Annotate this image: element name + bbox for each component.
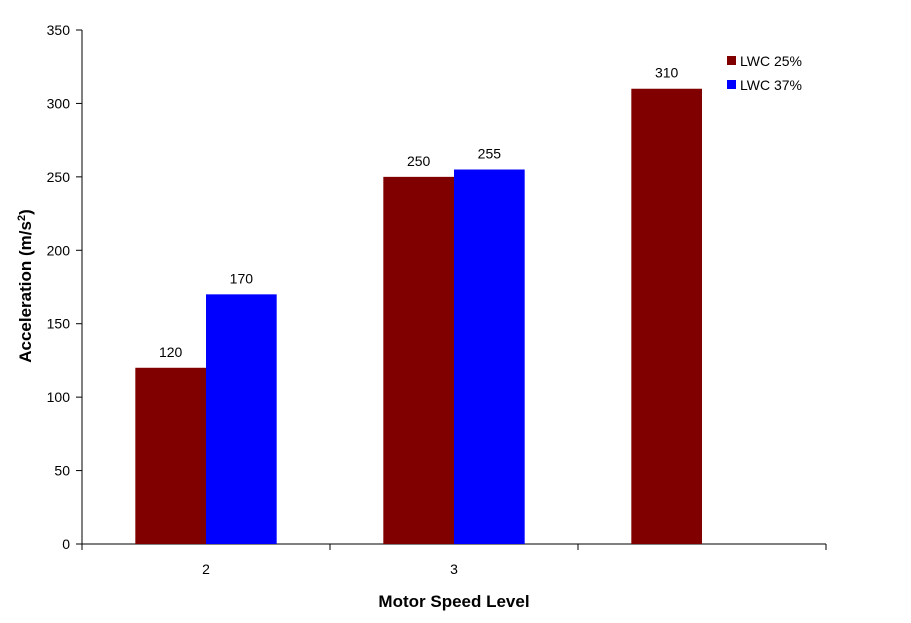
data-label: 250 <box>407 153 431 169</box>
legend: LWC 25% LWC 37% <box>727 53 802 93</box>
data-label: 170 <box>230 270 254 286</box>
y-tick-label: 250 <box>47 169 71 185</box>
legend-swatch <box>727 80 736 89</box>
y-tick-label: 100 <box>47 389 71 405</box>
y-tick-label: 300 <box>47 95 71 111</box>
y-tick-label: 350 <box>47 22 71 38</box>
data-label: 120 <box>159 344 183 360</box>
bar <box>454 169 525 544</box>
data-label: 310 <box>655 65 679 81</box>
data-labels: 120 250 310 170 255 <box>159 65 679 360</box>
bar <box>135 367 206 544</box>
legend-entry: LWC 25% <box>740 53 802 69</box>
x-tick-label: 3 <box>450 561 458 577</box>
y-tick-label: 150 <box>47 316 71 332</box>
y-tick-label: 50 <box>54 463 70 479</box>
y-axis-title-superscript: 2 <box>16 215 28 221</box>
bar <box>206 294 277 544</box>
legend-swatch <box>727 56 736 65</box>
x-axis-title: Motor Speed Level <box>378 592 529 611</box>
bars <box>135 88 702 544</box>
y-tick-label: 200 <box>47 242 71 258</box>
y-tick-label: 0 <box>62 536 70 552</box>
y-axis-title: Acceleration (m/s2) <box>16 209 35 363</box>
bar <box>383 176 454 544</box>
x-tick-label: 2 <box>202 561 210 577</box>
legend-entry: LWC 37% <box>740 77 802 93</box>
data-label: 255 <box>478 146 502 162</box>
y-axis-title-main: Acceleration (m/s <box>16 221 35 363</box>
y-axis-title-suffix: ) <box>16 209 35 215</box>
y-axis: 0 50 100 150 200 250 300 350 <box>47 22 83 552</box>
bar <box>631 88 702 544</box>
